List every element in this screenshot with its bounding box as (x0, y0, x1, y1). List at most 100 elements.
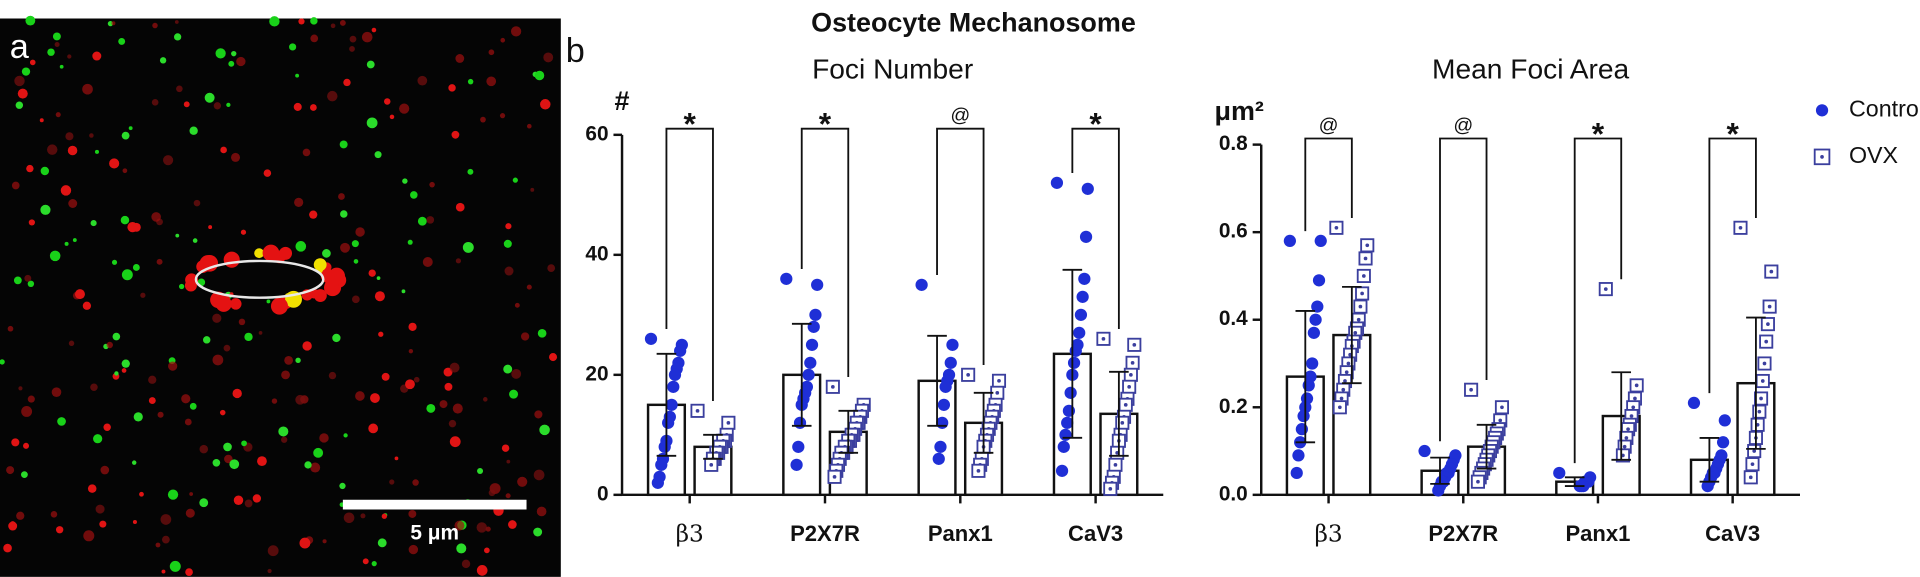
dot (488, 49, 495, 56)
data-point (1064, 386, 1077, 399)
data-point (809, 308, 822, 321)
dot (24, 274, 32, 282)
dot (46, 144, 58, 155)
data-point-center (709, 462, 714, 467)
data-point (804, 356, 817, 369)
dot (199, 498, 209, 508)
data-point (1432, 484, 1445, 497)
legend-marker-center (1820, 155, 1824, 159)
dot (60, 185, 72, 196)
chart-title: Mean Foci Area (1432, 54, 1630, 85)
data-point (1418, 444, 1431, 458)
dot (461, 559, 471, 569)
significance-bracket (800, 127, 850, 378)
significance-bracket (1708, 137, 1757, 394)
data-point-center (832, 474, 837, 479)
dot (302, 148, 311, 157)
data-point-center (1132, 342, 1137, 347)
dot (189, 126, 198, 135)
data-point-center (995, 390, 1000, 395)
dot (175, 233, 180, 238)
data-point (658, 440, 671, 453)
dot (408, 510, 417, 518)
data-point-center (1633, 396, 1637, 401)
dot (361, 31, 373, 43)
dot (503, 364, 513, 374)
significance-label: @ (1453, 114, 1473, 136)
dot (244, 332, 253, 342)
dot (467, 78, 474, 85)
dot (163, 155, 174, 166)
dot (122, 168, 128, 174)
dot (176, 85, 183, 93)
dot (40, 166, 50, 176)
dot (228, 60, 235, 67)
dot (82, 301, 92, 310)
dot (505, 223, 512, 230)
significance-bracket (936, 127, 985, 366)
data-point (1306, 357, 1319, 370)
dot (534, 70, 545, 81)
data-point (1297, 409, 1310, 423)
data-point (790, 458, 803, 471)
data-point-center (1760, 379, 1765, 383)
data-point (1687, 396, 1701, 410)
dot (488, 489, 496, 497)
data-point (644, 332, 658, 345)
dot (381, 372, 390, 381)
figure-title: Osteocyte Mechanosome (811, 8, 1136, 38)
dot (366, 117, 378, 129)
dot (407, 239, 413, 245)
dot (310, 17, 318, 25)
dot (322, 539, 327, 544)
dot (99, 520, 107, 528)
dot (203, 336, 211, 344)
dot (118, 37, 126, 45)
dot (223, 442, 232, 452)
dot (231, 50, 237, 57)
dot (220, 146, 227, 154)
dot (212, 313, 222, 323)
data-point (1067, 356, 1081, 369)
dot (422, 257, 433, 268)
data-point (1059, 428, 1072, 441)
legend-marker (1815, 104, 1829, 117)
dot (536, 506, 547, 517)
dot (511, 368, 522, 379)
scale-bar-label: 5 μm (410, 522, 459, 545)
chart-title: Foci Number (812, 54, 973, 85)
dot (510, 26, 522, 37)
dot (319, 433, 329, 443)
dot (394, 456, 399, 461)
dot (537, 328, 547, 338)
data-point-center (1129, 372, 1133, 377)
dot (212, 354, 224, 366)
dot (284, 355, 293, 365)
data-point (915, 278, 928, 291)
dot (133, 412, 143, 422)
dot (389, 479, 395, 485)
data-point-center (1629, 414, 1634, 418)
dot (499, 113, 506, 119)
dot (526, 284, 532, 290)
dot (402, 178, 408, 184)
dot (21, 406, 33, 417)
data-point-center (1631, 405, 1636, 410)
dot (366, 60, 375, 69)
significance-bracket (1071, 127, 1120, 330)
dot (64, 241, 69, 246)
dot (343, 78, 351, 87)
data-point-center (1343, 379, 1347, 383)
dot (92, 51, 102, 61)
data-point-center (1363, 256, 1368, 261)
data-point-center (726, 420, 731, 425)
dot (189, 492, 194, 496)
dot (112, 332, 121, 341)
dot (151, 98, 159, 106)
dot (413, 376, 420, 383)
dot (89, 133, 94, 138)
dot (412, 479, 419, 486)
dot (467, 168, 474, 175)
dot (383, 98, 391, 105)
